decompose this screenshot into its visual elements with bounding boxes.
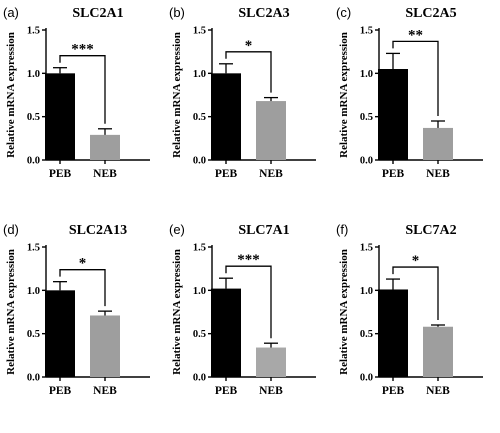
chart-title: SLC2A13 xyxy=(69,223,127,238)
y-tick-label: 1.0 xyxy=(27,286,40,297)
x-tick-label: PEB xyxy=(49,385,72,397)
bar-peb xyxy=(378,69,408,160)
chart-title: SLC2A5 xyxy=(405,6,456,21)
x-tick-label: PEB xyxy=(382,168,405,180)
y-tick-label: 1.5 xyxy=(193,243,206,254)
bar-neb xyxy=(256,347,286,377)
significance-bracket xyxy=(59,269,106,307)
chart-title: SLC7A2 xyxy=(405,223,456,238)
y-axis-label: Relative mRNA expression xyxy=(171,249,183,375)
y-tick-label: 0.5 xyxy=(360,112,373,123)
y-tick-label: 0.0 xyxy=(360,156,373,167)
bar-neb xyxy=(90,315,120,377)
bar-neb xyxy=(423,326,453,377)
bar-peb xyxy=(378,289,408,377)
significance-bracket xyxy=(392,40,439,116)
significance-bracket xyxy=(225,265,272,339)
x-tick-label: PEB xyxy=(382,385,405,397)
panel-label: (b) xyxy=(169,5,185,20)
panel-label: (e) xyxy=(169,222,185,237)
chart-panel-5: (e) SLC7A1 Relative mRNA expression 0.0 0.5 1… xyxy=(169,222,316,397)
y-tick-label: 1.5 xyxy=(27,26,40,37)
x-tick-label: PEB xyxy=(215,168,238,180)
significance-marker: * xyxy=(79,256,87,272)
chart-panel-3: (c) SLC2A5 Relative mRNA expression 0.0 0.5 1… xyxy=(336,5,483,180)
bar-peb xyxy=(45,73,75,160)
panel-label: (c) xyxy=(336,5,351,20)
y-tick-label: 1.0 xyxy=(193,69,206,80)
panel-label: (a) xyxy=(3,5,19,20)
y-tick-label: 0.5 xyxy=(193,329,206,340)
x-tick-label: PEB xyxy=(49,168,72,180)
y-tick-label: 1.0 xyxy=(193,286,206,297)
bar-peb xyxy=(211,73,241,160)
bar-peb xyxy=(45,290,75,377)
chart-title: SLC7A1 xyxy=(238,223,289,238)
y-tick-label: 0.5 xyxy=(27,112,40,123)
y-tick-label: 0.0 xyxy=(27,156,40,167)
bar-peb xyxy=(211,288,241,377)
bar-neb xyxy=(256,101,286,160)
y-tick-label: 0.0 xyxy=(27,373,40,384)
y-axis-label: Relative mRNA expression xyxy=(5,249,17,375)
y-tick-label: 1.0 xyxy=(360,286,373,297)
y-tick-label: 0.5 xyxy=(360,329,373,340)
x-tick-label: PEB xyxy=(215,385,238,397)
significance-bracket xyxy=(59,55,106,124)
chart-title: SLC2A1 xyxy=(72,6,123,21)
y-tick-label: 1.5 xyxy=(27,243,40,254)
y-tick-label: 1.0 xyxy=(27,69,40,80)
y-tick-label: 0.5 xyxy=(27,329,40,340)
bar-neb xyxy=(90,134,120,160)
x-tick-label: NEB xyxy=(259,168,283,180)
x-tick-label: NEB xyxy=(259,385,283,397)
chart-panel-2: (b) SLC2A3 Relative mRNA expression 0.0 0.5 1… xyxy=(169,5,316,180)
chart-panel-1: (a) SLC2A1 Relative mRNA expression 0.0 0.5 1… xyxy=(3,5,150,180)
y-tick-label: 1.5 xyxy=(360,26,373,37)
y-tick-label: 0.0 xyxy=(193,373,206,384)
y-axis-label: Relative mRNA expression xyxy=(338,249,350,375)
x-tick-label: NEB xyxy=(426,168,450,180)
chart-title: SLC2A3 xyxy=(238,6,289,21)
significance-marker: * xyxy=(245,38,253,54)
y-axis-label: Relative mRNA expression xyxy=(171,32,183,158)
y-tick-label: 0.0 xyxy=(193,156,206,167)
significance-marker: ** xyxy=(408,27,423,43)
significance-marker: *** xyxy=(71,42,94,58)
x-tick-label: NEB xyxy=(93,385,117,397)
y-axis-label: Relative mRNA expression xyxy=(338,32,350,158)
panel-label: (f) xyxy=(336,222,348,237)
significance-marker: * xyxy=(412,253,420,269)
significance-bracket xyxy=(392,266,439,320)
bar-neb xyxy=(423,127,453,160)
panel-label: (d) xyxy=(3,222,19,237)
chart-panel-4: (d) SLC2A13 Relative mRNA expression 0.0 0.5… xyxy=(3,222,150,397)
y-tick-label: 1.0 xyxy=(360,69,373,80)
y-tick-label: 0.0 xyxy=(360,373,373,384)
x-tick-label: NEB xyxy=(93,168,117,180)
y-axis-label: Relative mRNA expression xyxy=(5,32,17,158)
y-tick-label: 1.5 xyxy=(360,243,373,254)
significance-marker: *** xyxy=(237,252,260,268)
y-tick-label: 1.5 xyxy=(193,26,206,37)
chart-panel-6: (f) SLC7A2 Relative mRNA expression 0.0 0.5 1… xyxy=(336,222,483,397)
significance-bracket xyxy=(225,51,272,93)
x-tick-label: NEB xyxy=(426,385,450,397)
y-tick-label: 0.5 xyxy=(193,112,206,123)
